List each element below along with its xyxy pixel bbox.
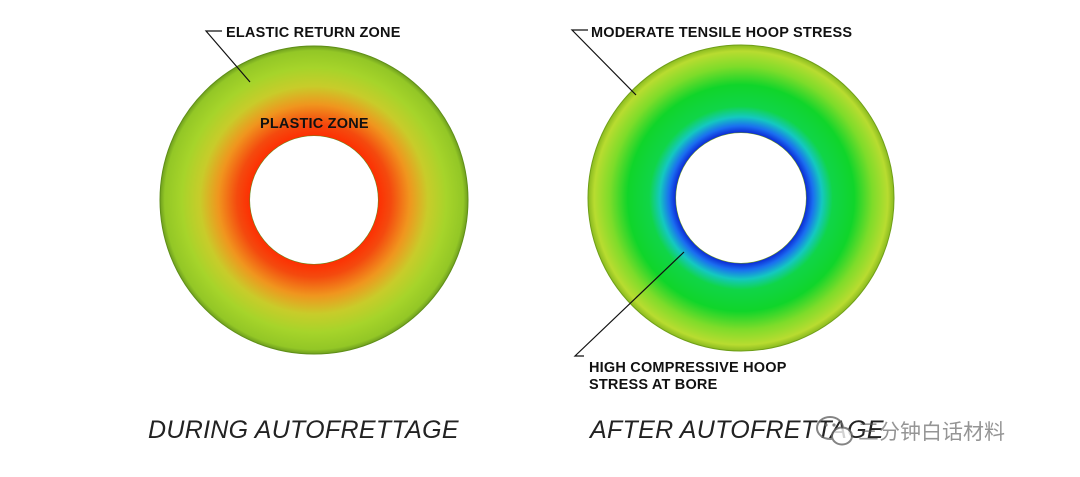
elastic-return-zone-label: ELASTIC RETURN ZONE bbox=[226, 25, 401, 41]
high-compressive-hoop-stress-label-line2: STRESS AT BORE bbox=[589, 377, 718, 393]
high-compressive-hoop-stress-label-line1: HIGH COMPRESSIVE HOOP bbox=[589, 360, 787, 376]
wechat-icon bbox=[816, 416, 853, 446]
watermark-text: 三分钟白话材料 bbox=[858, 420, 1005, 444]
right-bore bbox=[676, 133, 806, 263]
left-bore bbox=[250, 136, 378, 264]
tensile-stress-leader-line bbox=[570, 29, 637, 96]
left-panel: ELASTIC RETURN ZONE PLASTIC ZONE DURING … bbox=[148, 25, 469, 444]
compressive-stress-leader-line bbox=[573, 251, 685, 357]
during-autofrettage-caption: DURING AUTOFRETTAGE bbox=[148, 416, 459, 444]
right-panel: MODERATE TENSILE HOOP STRESS HIGH COMPRE… bbox=[570, 25, 895, 444]
moderate-tensile-hoop-stress-label: MODERATE TENSILE HOOP STRESS bbox=[591, 25, 852, 41]
watermark: 三分钟白话材料 bbox=[816, 416, 1005, 446]
elastic-return-zone-leader-line bbox=[204, 30, 251, 83]
plastic-zone-label: PLASTIC ZONE bbox=[260, 116, 369, 132]
